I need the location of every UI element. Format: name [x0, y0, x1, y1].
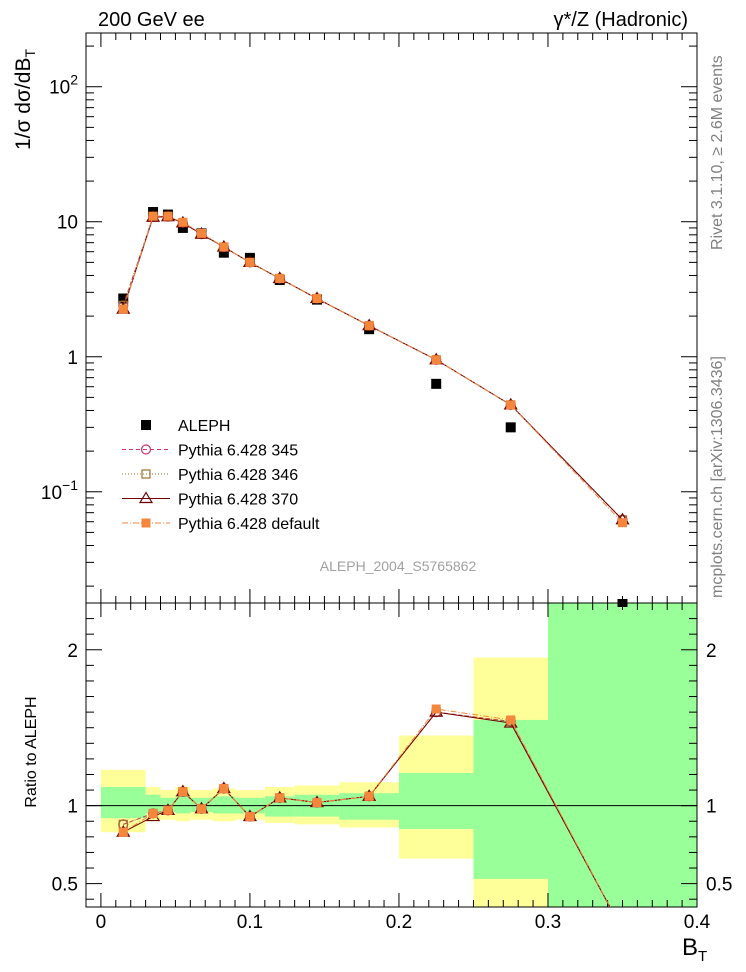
data-point: [364, 321, 374, 331]
y-tick-label: 10−1: [41, 477, 78, 504]
ratio-y-tick-label-right: 0.5: [706, 875, 732, 896]
legend: ALEPH Pythia 6.428 345 Pythia 6.428 346 Pyt…: [122, 418, 320, 533]
main-ylabel: 1/σ dσ/dBT: [12, 49, 38, 150]
ratio-point: [163, 805, 173, 815]
ratio-point: [312, 798, 322, 808]
legend-marker: [138, 491, 154, 504]
legend-label: Pythia 6.428 345: [178, 443, 298, 460]
header-left: 200 GeV ee: [98, 9, 205, 31]
ratio-series-3: [118, 704, 627, 935]
watermark: ALEPH_2004_S5765862: [320, 558, 477, 574]
data-point: [505, 422, 516, 433]
band-inner: [212, 796, 236, 814]
band-inner: [175, 794, 191, 814]
ratio-point: [618, 926, 627, 935]
ratio-y-tick-label-right: 1: [706, 797, 717, 818]
x-tick-label: 0.2: [386, 912, 412, 933]
band-inner: [398, 772, 474, 830]
series-4: [118, 211, 627, 528]
ratio-y-tick-label-right: 2: [706, 641, 717, 662]
data-point: [431, 355, 441, 365]
ratio-y-tick-label: 0.5: [52, 875, 78, 896]
header-right: γ*/Z (Hadronic): [554, 9, 688, 31]
ratio-series: [116, 704, 628, 935]
x-tick-label: 0.1: [237, 912, 263, 933]
band-inner: [264, 796, 295, 817]
y-tick-label: 1: [67, 348, 78, 369]
x-tick-label: 0.3: [535, 912, 561, 933]
main-ylabel-sub: T: [22, 49, 38, 58]
ratio-frame: [85, 602, 698, 908]
data-point: [118, 304, 128, 314]
aleph-edge-point: [617, 599, 628, 607]
ratio-point: [118, 827, 128, 837]
legend-marker: [141, 469, 151, 479]
ratio-point: [178, 787, 188, 797]
x-tick-label: 0.4: [684, 912, 711, 933]
x-axis-label: BT: [682, 934, 707, 965]
data-point: [312, 294, 322, 304]
rivet-label: Rivet 3.1.10, ≥ 2.6M events: [709, 55, 726, 250]
legend-label: Pythia 6.428 370: [178, 492, 298, 509]
legend-marker: [141, 518, 151, 528]
band-inner: [473, 719, 548, 879]
band-inner: [100, 786, 146, 819]
ratio-point: [506, 715, 516, 725]
ratio-y-tick-label: 2: [67, 641, 78, 662]
y-tick-label: 102: [49, 72, 78, 99]
band-inner: [547, 603, 697, 907]
ratio-y-tick-label: 1: [67, 797, 78, 818]
mcplots-label: mcplots.cern.ch [arXiv:1306.3436]: [709, 356, 726, 598]
y-tick-label-exp: −1: [62, 477, 78, 493]
ratio-point: [618, 926, 626, 934]
ratio-point: [616, 924, 628, 934]
data-point: [617, 518, 627, 528]
band-inner: [145, 794, 161, 814]
ratio-point: [196, 804, 206, 814]
ratio-point: [245, 812, 255, 822]
legend-marker: [141, 420, 151, 430]
data-point: [148, 211, 158, 221]
data-point: [275, 273, 285, 283]
x-tick-label: 0: [96, 912, 107, 933]
data-point: [218, 247, 229, 258]
data-point: [178, 217, 188, 227]
main-series: [116, 207, 630, 528]
y-tick-label-exp: 2: [70, 72, 78, 88]
ratio-uncertainty-bands: [100, 603, 697, 907]
ratio-point: [364, 791, 374, 801]
legend-label: Pythia 6.428 default: [178, 516, 320, 533]
data-point: [196, 228, 206, 238]
ratio-point: [148, 808, 158, 818]
data-point: [506, 400, 516, 410]
ratio-ylabel: Ratio to ALEPH: [23, 696, 40, 807]
legend-marker: [140, 444, 152, 455]
legend-label: Pythia 6.428 346: [178, 467, 298, 484]
data-point: [245, 257, 255, 267]
y-tick-label: 10: [57, 213, 78, 234]
data-point: [431, 378, 442, 389]
x-axis-label-sub: T: [698, 948, 707, 965]
ratio-point: [618, 926, 627, 935]
legend-label: ALEPH: [178, 418, 230, 435]
data-point: [219, 242, 229, 252]
data-point: [118, 293, 129, 304]
data-point: [163, 211, 173, 221]
ratio-point: [431, 704, 441, 714]
axes: 0 0.1 0.2 0.3 0.4BT 10−1 1 10 102 1/σ dσ/dBT 0.5 0.…: [12, 32, 732, 965]
ratio-point: [219, 784, 229, 794]
ratio-point: [275, 793, 285, 803]
